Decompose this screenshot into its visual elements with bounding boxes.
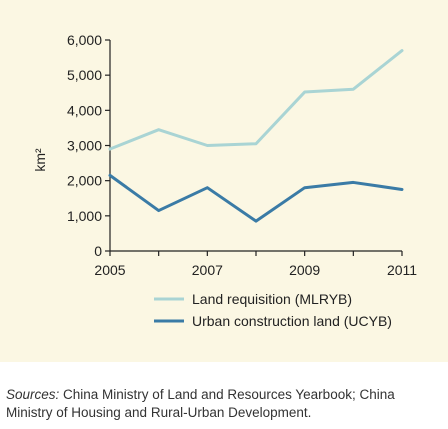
series-line-1 <box>108 49 404 151</box>
x-tick-label: 2007 <box>192 262 223 278</box>
y-tick-label: 2,000 <box>67 173 102 189</box>
x-tick-label: 2009 <box>289 262 320 278</box>
x-tick-label: 2005 <box>94 262 125 278</box>
source-label: Sources: <box>6 387 60 402</box>
y-tick-label: 5,000 <box>67 67 102 83</box>
series-lines <box>108 49 404 223</box>
y-axis-ticks: 0 1,000 2,000 3,000 4,000 5,000 6,000 <box>67 32 110 259</box>
source-text: China Ministry of Land and Resources Yea… <box>6 387 395 420</box>
series-line-2 <box>108 173 404 223</box>
y-tick-label: 0 <box>94 243 102 259</box>
y-tick-label: 6,000 <box>67 32 102 48</box>
line-chart: 0 1,000 2,000 3,000 4,000 5,000 6,000 2005 2007… <box>32 32 417 329</box>
source-note: Sources: China Ministry of Land and Reso… <box>6 386 442 422</box>
chart-panel: 0 1,000 2,000 3,000 4,000 5,000 6,000 2005 2007… <box>0 0 448 362</box>
x-axis-ticks: 2005 2007 2009 2011 <box>94 251 417 278</box>
y-axis-label: km² <box>32 148 48 172</box>
legend-label: Urban construction land (UCYB) <box>192 313 392 329</box>
legend-label: Land requisition (MLRYB) <box>192 291 352 307</box>
y-tick-label: 1,000 <box>67 208 102 224</box>
y-tick-label: 3,000 <box>67 138 102 154</box>
y-tick-label: 4,000 <box>67 102 102 118</box>
x-tick-label: 2011 <box>387 262 417 278</box>
legend: Land requisition (MLRYB) Urban constructi… <box>154 291 392 329</box>
